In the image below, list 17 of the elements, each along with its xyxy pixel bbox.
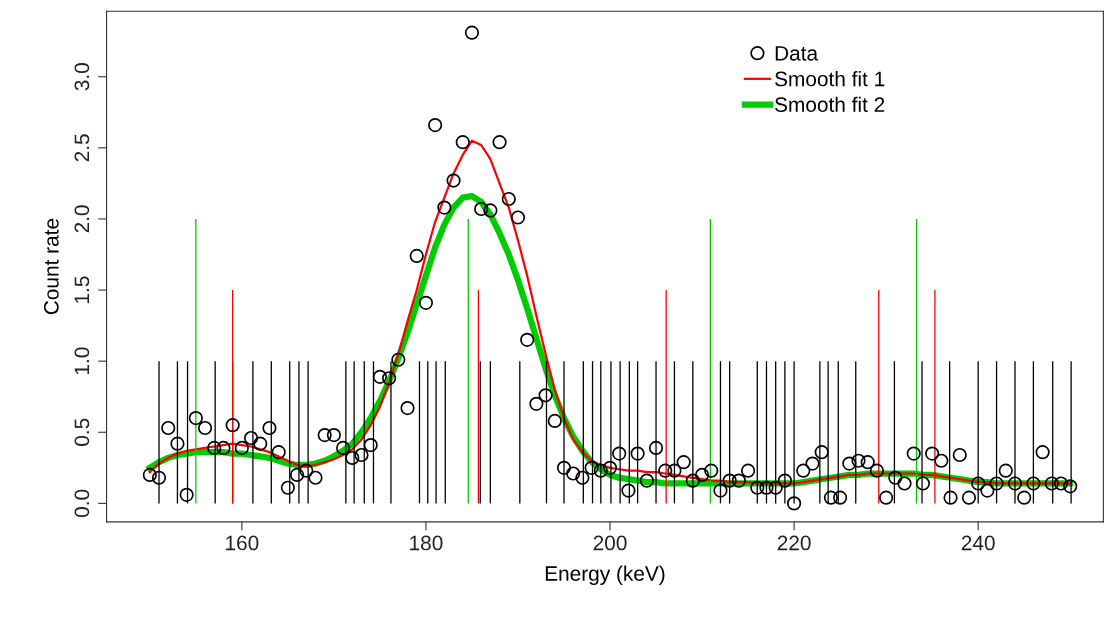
x-tick-label: 160: [226, 535, 259, 551]
y-tick-label: 0.0: [74, 489, 90, 518]
x-tick-label: 200: [593, 535, 627, 551]
x-tick-label: 180: [410, 535, 443, 551]
y-tick-label: 2.0: [74, 205, 90, 233]
y-tick-label: 1.0: [74, 347, 90, 375]
y-tick-label: 2.5: [74, 134, 90, 162]
y-tick-label: 0.5: [74, 418, 90, 446]
y-tick-label: 1.5: [74, 276, 90, 303]
y-tick-label: 3.0: [74, 63, 90, 91]
legend-label: Data: [775, 46, 819, 61]
legend-label: Smooth fit 1: [775, 71, 885, 87]
x-axis-title: Energy (keV): [545, 565, 665, 586]
x-tick-label: 240: [961, 535, 995, 551]
x-tick-label: 220: [777, 535, 811, 551]
legend-label: Smooth fit 2: [775, 96, 885, 113]
y-axis-title: Count rate: [43, 218, 59, 315]
